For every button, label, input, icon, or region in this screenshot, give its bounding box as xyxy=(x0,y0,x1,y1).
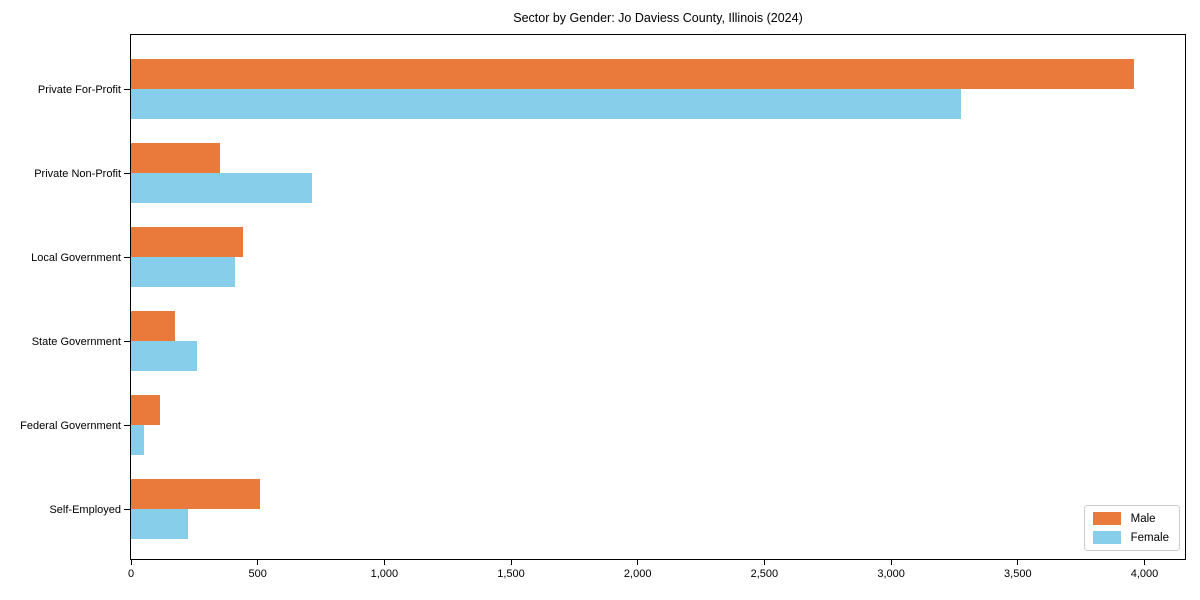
legend: Male Female xyxy=(1083,505,1180,551)
x-tick-label: 3,500 xyxy=(1004,568,1032,580)
y-tick-mark xyxy=(124,89,130,90)
y-tick-mark xyxy=(124,341,130,342)
bar-female-2 xyxy=(131,173,313,203)
y-tick-mark xyxy=(124,509,130,510)
x-tick-mark xyxy=(890,560,892,565)
y-tick-mark xyxy=(124,257,130,258)
x-tick-label: 1,500 xyxy=(497,568,525,580)
x-tick-label: 500 xyxy=(248,568,267,580)
x-tick-mark xyxy=(1017,560,1019,565)
x-tick-label: 1,000 xyxy=(370,568,399,580)
y-tick-label: State Government xyxy=(31,335,121,348)
y-tick-label: Local Government xyxy=(31,251,121,264)
x-tick-label: 3,000 xyxy=(877,568,905,580)
x-tick-label: 4,000 xyxy=(1130,568,1159,580)
x-tick-mark xyxy=(131,560,132,565)
x-tick-mark xyxy=(1144,560,1145,565)
y-tick-label: Self-Employed xyxy=(49,503,121,516)
legend-label-female: Female xyxy=(1130,531,1169,544)
bar-male-2 xyxy=(131,143,220,173)
bar-male-5 xyxy=(131,395,161,425)
legend-swatch-female xyxy=(1092,531,1121,544)
y-tick-label: Private Non-Profit xyxy=(34,167,121,180)
bar-male-4 xyxy=(131,311,176,341)
chart-title: Sector by Gender: Jo Daviess County, Ill… xyxy=(513,11,803,25)
y-tick-mark xyxy=(124,173,130,174)
y-tick-label: Federal Government xyxy=(20,419,121,432)
bar-male-1 xyxy=(131,59,1135,89)
x-tick-mark xyxy=(383,560,385,565)
bar-male-6 xyxy=(131,479,261,509)
x-tick-mark xyxy=(510,560,512,565)
bar-female-3 xyxy=(131,257,235,287)
legend-item-male: Male xyxy=(1092,512,1169,525)
x-tick-mark xyxy=(257,560,259,565)
bar-female-4 xyxy=(131,341,197,371)
bar-female-1 xyxy=(131,89,961,119)
x-tick-mark xyxy=(637,560,639,565)
plot-area: Male Female Private For-Profit Private No… xyxy=(20,34,1186,580)
y-tick-label: Private For-Profit xyxy=(37,83,121,96)
x-tick-label: 2,500 xyxy=(750,568,779,580)
x-tick-label: 2,000 xyxy=(623,568,652,580)
bar-female-5 xyxy=(131,425,144,455)
legend-item-female: Female xyxy=(1092,531,1169,544)
bar-male-3 xyxy=(131,227,243,257)
legend-label-male: Male xyxy=(1130,512,1156,525)
y-tick-mark xyxy=(124,425,130,426)
bar-female-6 xyxy=(131,509,188,539)
x-tick-mark xyxy=(763,560,765,565)
x-tick-label: 0 xyxy=(127,568,135,580)
legend-swatch-male xyxy=(1092,512,1121,525)
